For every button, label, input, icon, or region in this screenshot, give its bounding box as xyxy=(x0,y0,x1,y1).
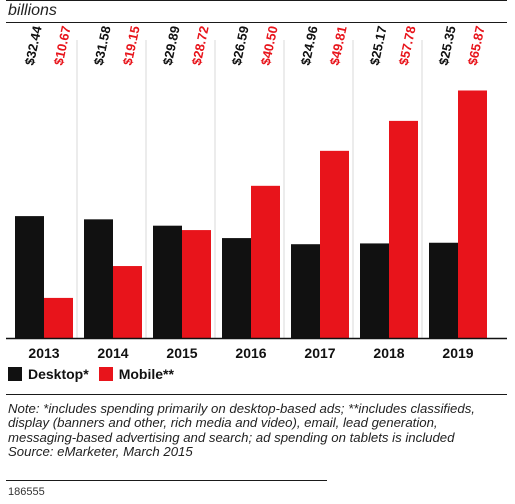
bar-mobile-2019 xyxy=(458,90,487,338)
value-label-mobile-2014: $19.15 xyxy=(120,25,143,67)
legend-rule xyxy=(6,394,507,395)
bar-chart: $32.44 $10.67 2013 $31.58 $19.15 2014 $29.89 $2… xyxy=(6,24,507,361)
header-rule xyxy=(6,22,507,23)
x-tick-label-2014: 2014 xyxy=(97,345,128,361)
value-label-desktop-2015: $29.89 xyxy=(160,25,183,67)
legend-label-desktop: Desktop* xyxy=(28,366,89,382)
bar-mobile-2013 xyxy=(44,297,73,338)
note-text: Note: *includes spending primarily on de… xyxy=(8,401,475,445)
bar-mobile-2015 xyxy=(182,230,211,338)
value-label-desktop-2017: $24.96 xyxy=(298,25,321,67)
value-label-desktop-2016: $26.59 xyxy=(229,25,252,67)
bar-desktop-2013 xyxy=(15,216,44,338)
bar-mobile-2014 xyxy=(113,266,142,338)
bar-mobile-2017 xyxy=(320,150,349,338)
footer-id: 186555 xyxy=(8,486,45,498)
bar-mobile-2018 xyxy=(389,120,418,339)
value-label-mobile-2017: $49.81 xyxy=(327,25,350,67)
value-label-desktop-2014: $31.58 xyxy=(91,25,114,67)
x-tick-label-2018: 2018 xyxy=(373,345,404,361)
value-label-mobile-2018: $57.78 xyxy=(396,25,419,67)
bar-desktop-2019 xyxy=(429,242,458,338)
chart-note: Note: *includes spending primarily on de… xyxy=(8,401,488,460)
legend-item-mobile: Mobile** xyxy=(98,366,174,382)
x-tick-label-2019: 2019 xyxy=(442,345,473,361)
legend-swatch-desktop xyxy=(8,367,22,381)
value-label-desktop-2013: $32.44 xyxy=(22,24,45,67)
legend-label-mobile: Mobile** xyxy=(118,366,174,382)
legend: Desktop* Mobile** xyxy=(8,366,174,382)
x-tick-label-2013: 2013 xyxy=(28,345,59,361)
top-rule xyxy=(6,0,507,1)
x-tick-label-2017: 2017 xyxy=(304,345,335,361)
value-label-desktop-2019: $25.35 xyxy=(436,25,459,67)
x-tick-label-2015: 2015 xyxy=(166,345,197,361)
bar-desktop-2016 xyxy=(222,238,251,338)
bar-desktop-2018 xyxy=(360,243,389,338)
value-label-mobile-2019: $65.87 xyxy=(465,25,488,67)
bar-desktop-2017 xyxy=(291,244,320,338)
unit-label: billions xyxy=(8,2,57,19)
value-label-mobile-2013: $10.67 xyxy=(51,25,74,67)
bar-mobile-2016 xyxy=(251,185,280,338)
bottom-rule xyxy=(6,480,327,481)
bar-desktop-2015 xyxy=(153,225,182,338)
bar-desktop-2014 xyxy=(84,219,113,338)
value-label-mobile-2015: $28.72 xyxy=(189,25,212,67)
value-label-mobile-2016: $40.50 xyxy=(258,25,281,67)
legend-swatch-mobile xyxy=(98,367,113,381)
x-tick-label-2016: 2016 xyxy=(235,345,266,361)
value-label-desktop-2018: $25.17 xyxy=(367,25,390,67)
source-text: Source: eMarketer, March 2015 xyxy=(8,444,193,460)
legend-item-desktop: Desktop* xyxy=(8,366,89,382)
